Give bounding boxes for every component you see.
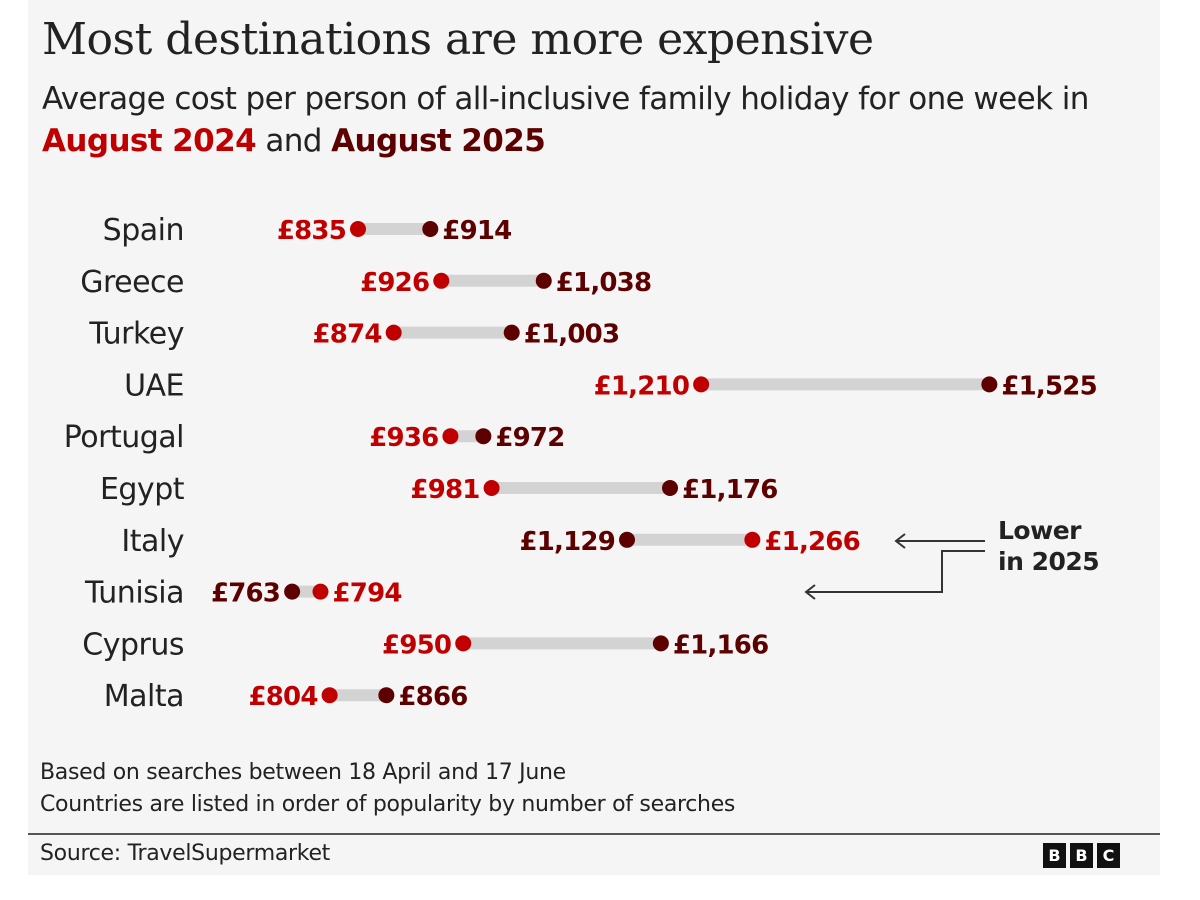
dot-2024 (385, 324, 402, 341)
country-label: Italy (121, 524, 184, 559)
dot-2025 (652, 635, 669, 652)
row-portugal: Portugal £936 £972 (64, 420, 566, 455)
country-label: Tunisia (84, 576, 184, 611)
dot-2025 (422, 221, 439, 237)
dot-2025 (662, 480, 679, 496)
dot-2024 (483, 480, 500, 496)
subtitle-year-2024: August 2024 (42, 123, 257, 159)
bbc-logo: B B C (1043, 843, 1120, 868)
row-greece: Greece £926 £1,038 (80, 265, 652, 300)
dot-2025 (535, 272, 552, 289)
dot-2024 (321, 687, 338, 704)
value-label-2025: £1,003 (524, 320, 620, 350)
annotation-line1: Lower (998, 516, 1082, 545)
dot-2025 (981, 376, 998, 393)
dot-2024 (744, 531, 761, 548)
value-label-2025: £972 (495, 423, 564, 453)
source-label: Source: TravelSupermarket (40, 841, 331, 866)
country-label: Turkey (88, 317, 184, 352)
annotation-lower-in-2025: Lower in 2025 (804, 516, 1100, 600)
country-label: Spain (103, 213, 184, 248)
value-label-2024: £950 (382, 630, 451, 660)
subtitle-text: Average cost per person of all-inclusive… (42, 81, 1089, 117)
dot-2024 (442, 428, 459, 445)
value-label-2025: £1,176 (682, 475, 778, 505)
row-italy: Italy £1,266 £1,129 (121, 524, 860, 559)
value-label-2024: £926 (360, 268, 429, 298)
row-turkey: Turkey £874 £1,003 (88, 317, 620, 352)
value-label-2025: £1,166 (673, 630, 769, 660)
value-label-2025: £1,525 (1001, 371, 1097, 401)
dot-2024 (312, 583, 329, 600)
value-label-2024: £981 (410, 475, 479, 505)
dot-2024 (455, 635, 472, 652)
arrow-to-italy (894, 533, 985, 549)
row-cyprus: Cyprus £950 £1,166 (82, 627, 769, 662)
value-label-2025: £763 (211, 579, 280, 609)
subtitle-year-2025: August 2025 (331, 123, 546, 159)
country-label: Greece (80, 265, 184, 300)
row-malta: Malta £804 £866 (104, 679, 469, 714)
chart-title: Most destinations are more expensive (42, 14, 874, 65)
arrow-to-tunisia (804, 550, 985, 600)
footnote-searches: Based on searches between 18 April and 1… (40, 760, 566, 785)
annotation-line2: in 2025 (998, 547, 1099, 576)
dot-2025 (475, 428, 492, 445)
dot-2024 (693, 376, 710, 393)
bbc-logo-letter: B (1070, 843, 1093, 868)
subtitle-and: and (256, 123, 332, 159)
row-spain: Spain £835 £914 (103, 213, 513, 248)
dot-2024 (433, 272, 450, 289)
country-label: Portugal (64, 420, 184, 455)
value-label-2024: £874 (313, 320, 382, 350)
row-tunisia: Tunisia £794 £763 (84, 576, 402, 611)
dot-2025 (284, 583, 301, 600)
value-label-2024: £804 (248, 682, 317, 712)
value-label-2025: £914 (442, 216, 511, 246)
value-label-2024: £794 (332, 579, 401, 609)
bbc-logo-letter: C (1097, 843, 1120, 868)
country-label: Malta (104, 679, 184, 714)
chart-subtitle: Average cost per person of all-inclusive… (42, 78, 1162, 162)
chart-card (28, 0, 1160, 875)
row-egypt: Egypt £981 £1,176 (100, 472, 778, 507)
country-label: Egypt (100, 472, 185, 507)
country-label: Cyprus (82, 627, 184, 662)
value-label-2025: £866 (398, 682, 467, 712)
dumbbell-chart: Spain £835 £914 Greece £926 £1,038 Turkey £874 £… (64, 213, 1100, 714)
dot-2025 (619, 531, 636, 548)
value-label-2024: £936 (369, 423, 438, 453)
value-label-2024: £1,266 (764, 527, 860, 557)
value-label-2025: £1,038 (556, 268, 652, 298)
country-label: UAE (124, 368, 184, 403)
value-label-2024: £1,210 (594, 371, 690, 401)
value-label-2025: £1,129 (519, 527, 615, 557)
dot-2024 (350, 221, 366, 237)
dot-2025 (503, 324, 520, 341)
footnote-order: Countries are listed in order of popular… (40, 792, 736, 817)
value-label-2024: £835 (277, 216, 346, 246)
dot-2025 (378, 687, 395, 704)
row-uae: UAE £1,210 £1,525 (124, 368, 1098, 403)
bbc-logo-letter: B (1043, 843, 1066, 868)
footer-divider (28, 833, 1160, 835)
